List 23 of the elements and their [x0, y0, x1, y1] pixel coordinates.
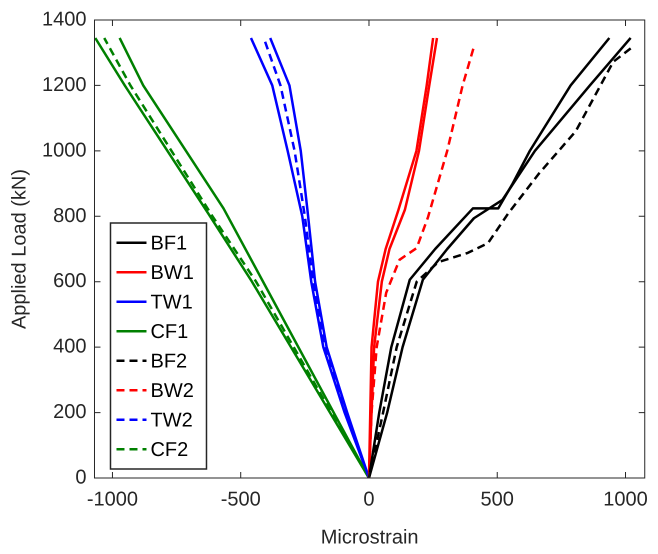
x-tick-label: 0 [363, 488, 375, 511]
y-tick-label: 1200 [42, 74, 86, 96]
legend-label: BF1 [150, 232, 188, 254]
x-tick-label: 500 [480, 488, 514, 511]
y-tick-label: 200 [53, 401, 86, 424]
legend-label: CF2 [150, 438, 188, 461]
x-tick-label: 1000 [603, 488, 648, 511]
x-axis-title: Microstrain [320, 526, 419, 549]
y-tick-label: 400 [53, 336, 86, 358]
y-tick-label: 600 [53, 270, 86, 292]
x-tick-label: -500 [220, 488, 261, 511]
legend-label: TW1 [150, 291, 193, 314]
x-tick-label: -1000 [86, 488, 138, 511]
y-axis-title: Applied Load (kN) [8, 168, 31, 330]
legend-label: TW2 [150, 409, 193, 432]
legend-label: BW2 [150, 380, 194, 402]
legend-label: BW1 [150, 262, 194, 284]
y-tick-label: 1400 [42, 8, 86, 31]
legend-label: BF2 [150, 350, 188, 372]
y-tick-label: 800 [53, 204, 86, 227]
y-tick-label: 1000 [42, 139, 86, 162]
y-tick-label: 0 [75, 466, 86, 489]
legend-label: CF1 [150, 320, 188, 343]
